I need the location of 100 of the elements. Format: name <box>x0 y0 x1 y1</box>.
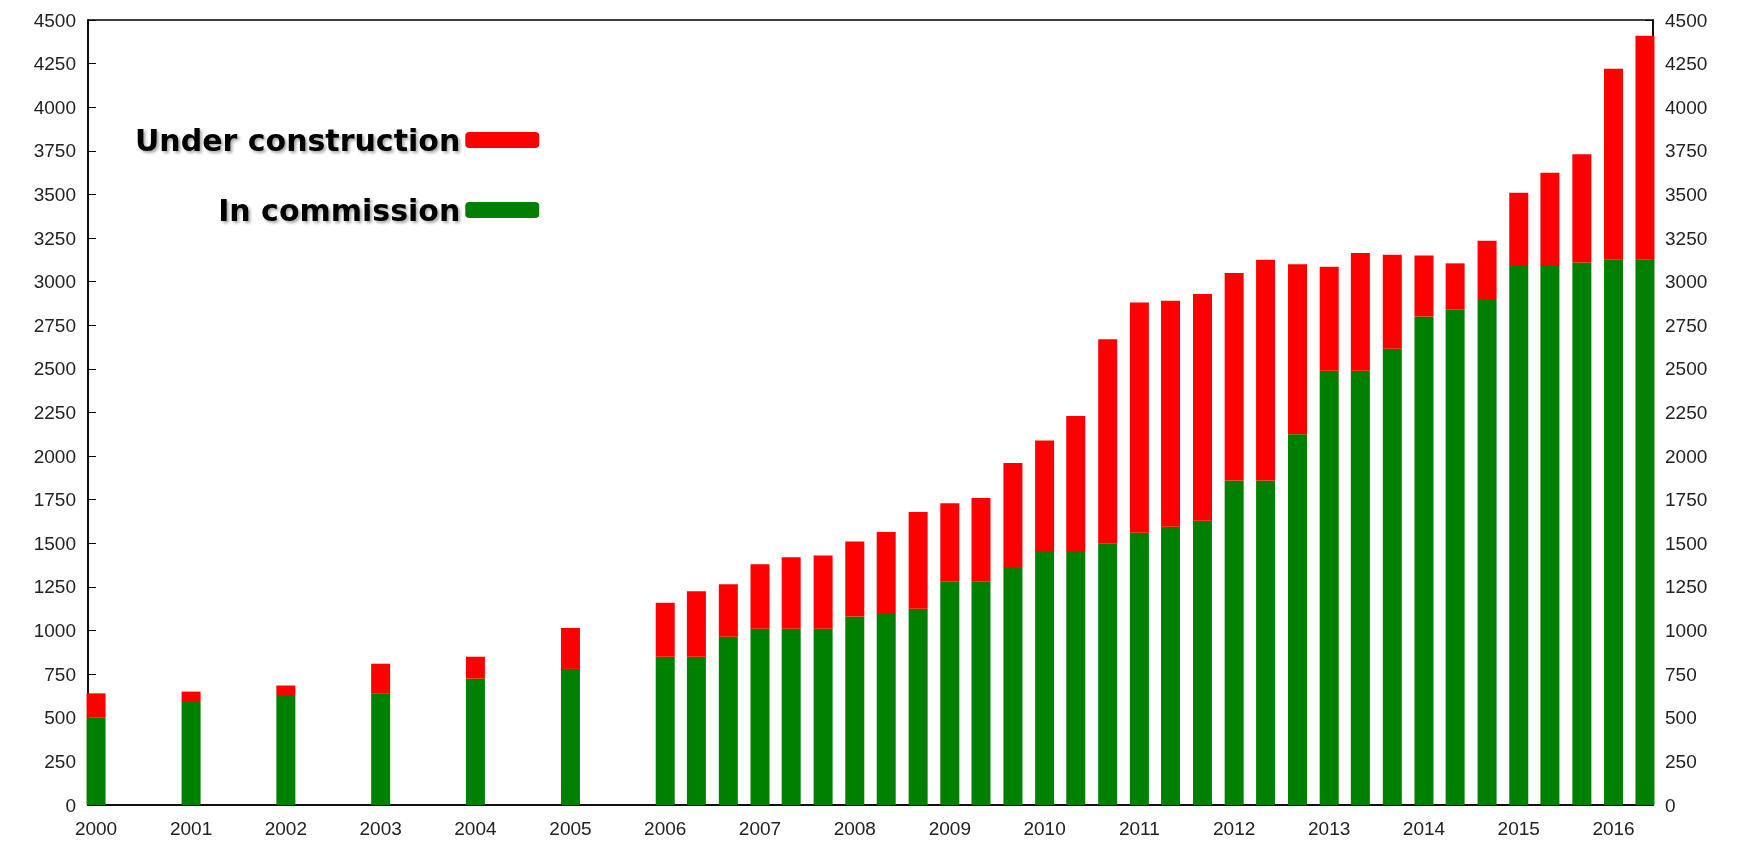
bar <box>560 668 580 805</box>
y2-tick-label: 500 <box>1665 707 1697 729</box>
bar <box>655 656 675 805</box>
y-tick-label: 4250 <box>33 53 76 75</box>
bar <box>1509 265 1529 805</box>
y-tick-label: 3750 <box>33 140 76 162</box>
y2-tick-label: 2500 <box>1665 358 1708 380</box>
bar <box>1192 520 1212 805</box>
bar <box>1319 266 1339 371</box>
y-tick-label: 2250 <box>33 402 76 423</box>
bar <box>908 511 928 609</box>
bar <box>1098 339 1118 544</box>
bar <box>718 584 738 637</box>
y-tick-label: 0 <box>65 794 76 816</box>
bar <box>1382 348 1402 805</box>
y2-tick-label: 750 <box>1665 663 1697 685</box>
bar <box>1003 463 1023 567</box>
x-tick-label: 2013 <box>1308 818 1351 839</box>
bar <box>940 581 960 805</box>
bar <box>1161 526 1181 805</box>
x-tick-label: 2014 <box>1402 818 1446 839</box>
bar <box>845 541 865 617</box>
bar <box>655 602 675 657</box>
x-tick-label: 2010 <box>1023 818 1066 839</box>
bar <box>1604 68 1624 260</box>
bar <box>781 628 801 805</box>
bar <box>750 628 770 805</box>
bar <box>371 663 391 694</box>
bar <box>1635 35 1655 260</box>
x-tick-label: 2015 <box>1497 818 1540 839</box>
bar <box>940 503 960 582</box>
bar <box>1192 293 1212 521</box>
bar <box>1256 480 1276 805</box>
x-tick-label: 2001 <box>169 818 213 839</box>
bar <box>686 656 706 805</box>
bar <box>845 616 865 805</box>
bar <box>1509 192 1529 266</box>
y-tick-label: 2750 <box>33 314 76 336</box>
bar <box>1350 252 1370 371</box>
bar <box>1035 552 1055 805</box>
x-tick-label: 2005 <box>549 818 592 839</box>
y2-tick-label: 3750 <box>1665 140 1708 162</box>
y2-tick-label: 3250 <box>1665 227 1708 249</box>
bar <box>1572 262 1592 805</box>
y-tick-label: 1500 <box>33 532 76 554</box>
y2-tick-label: 4250 <box>1665 53 1708 75</box>
bar <box>1129 302 1149 533</box>
bar <box>1604 259 1624 805</box>
bar <box>1224 272 1244 481</box>
bar <box>1288 264 1308 435</box>
bar <box>1098 543 1118 805</box>
y-tick-label: 1000 <box>33 620 76 642</box>
bar <box>1540 172 1560 266</box>
bar <box>686 591 706 657</box>
y2-tick-label: 1750 <box>1665 489 1708 511</box>
bar <box>1445 263 1465 310</box>
y-tick-label: 750 <box>44 663 76 685</box>
bar <box>1288 434 1308 805</box>
bar <box>86 693 106 718</box>
bar <box>876 613 896 805</box>
bar <box>971 581 991 805</box>
bar <box>1035 440 1055 553</box>
y2-tick-label: 250 <box>1665 750 1697 772</box>
y2-tick-label: 3500 <box>1665 183 1708 205</box>
y-tick-label: 3500 <box>33 183 76 205</box>
legend-label: In commission <box>218 192 461 228</box>
bar <box>276 685 296 696</box>
x-tick-label: 2006 <box>644 818 687 839</box>
y-tick-label: 2000 <box>33 445 76 467</box>
bar <box>971 497 991 582</box>
x-tick-label: 2012 <box>1213 818 1256 839</box>
y-tick-label: 3250 <box>33 227 76 249</box>
bar <box>908 608 928 805</box>
bar <box>465 656 485 679</box>
y-tick-label: 4000 <box>33 96 76 118</box>
bar <box>1477 240 1497 300</box>
bar <box>1319 370 1339 805</box>
legend-label: Under construction <box>134 122 461 158</box>
x-tick-label: 2007 <box>738 818 782 839</box>
bar <box>1256 259 1276 481</box>
y-tick-label: 2500 <box>33 358 76 380</box>
bar <box>1003 566 1023 805</box>
bar <box>1066 415 1086 553</box>
bar <box>781 557 801 629</box>
x-tick-label: 2016 <box>1592 818 1635 839</box>
x-tick-label: 2004 <box>454 818 497 839</box>
x-tick-label: 2011 <box>1118 818 1160 839</box>
bar <box>1224 480 1244 805</box>
bar <box>1477 299 1497 805</box>
y2-tick-label: 1500 <box>1665 532 1708 554</box>
y2-tick-label: 2250 <box>1665 402 1708 423</box>
bar <box>813 628 833 805</box>
bar <box>181 691 201 703</box>
bar <box>1350 370 1370 805</box>
bar <box>276 695 296 805</box>
bar <box>1540 265 1560 805</box>
bar <box>1414 255 1434 317</box>
bar <box>1635 259 1655 805</box>
y2-tick-label: 4500 <box>1665 9 1708 31</box>
bar <box>465 678 485 805</box>
